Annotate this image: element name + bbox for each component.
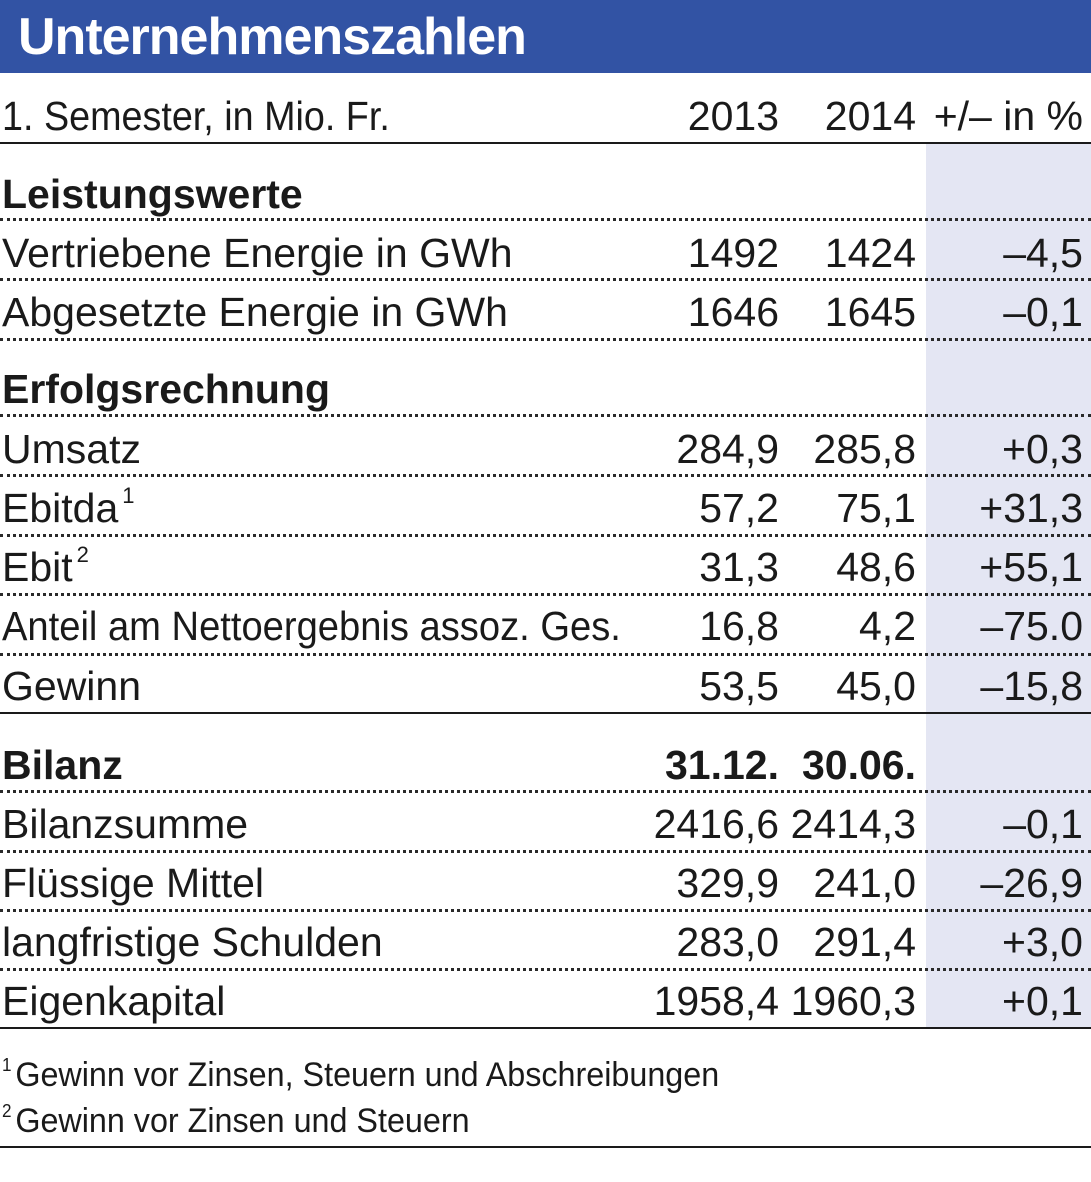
row-divider xyxy=(0,534,1091,537)
section-heading-leistungswerte: Leistungswerte xyxy=(2,171,303,217)
footer-rule xyxy=(0,1146,1091,1148)
row-value-2013: 53,5 xyxy=(699,663,779,709)
section-heading-row: Erfolgsrechnung xyxy=(0,362,1091,416)
section-rule xyxy=(0,712,1091,714)
percent-column-band xyxy=(926,143,1091,1028)
table-row: Umsatz 284,9 285,8 +0,3 xyxy=(0,422,1091,476)
footnote-1: 1 Gewinn vor Zinsen, Steuern und Abschrei… xyxy=(2,1053,719,1097)
row-label: Anteil am Nettoergebnis assoz. Ges. xyxy=(2,603,621,649)
row-value-pct: –4,5 xyxy=(1003,230,1083,276)
row-divider xyxy=(0,278,1091,281)
row-value-pct: –0,1 xyxy=(1003,801,1083,847)
row-value-2014: 285,8 xyxy=(813,426,916,472)
row-value-2013: 283,0 xyxy=(676,919,779,965)
row-divider xyxy=(0,593,1091,596)
table-row: Bilanzsumme 2416,6 2414,3 –0,1 xyxy=(0,797,1091,851)
row-value-pct: +0,3 xyxy=(1002,426,1083,472)
footnote-text: Gewinn vor Zinsen und Steuern xyxy=(15,1102,470,1140)
header-rule xyxy=(0,142,1091,144)
row-label: Vertriebene Energie in GWh xyxy=(2,230,513,276)
row-label: Umsatz xyxy=(2,426,141,472)
row-label: Ebit 2 xyxy=(2,540,89,594)
row-value-pct: +55,1 xyxy=(979,544,1083,590)
row-divider xyxy=(0,218,1091,221)
row-value-2013: 1492 xyxy=(687,230,779,276)
row-divider xyxy=(0,909,1091,912)
row-divider xyxy=(0,968,1091,971)
row-label: Gewinn xyxy=(2,663,142,709)
table-row: Anteil am Nettoergebnis assoz. Ges. 16,8… xyxy=(0,599,1091,653)
table-header-row: 1. Semester, in Mio. Fr. 2013 2014 +/– i… xyxy=(0,89,1091,143)
row-value-2014: 48,6 xyxy=(836,544,916,590)
footnote-mark: 1 xyxy=(2,1055,12,1075)
row-divider xyxy=(0,653,1091,656)
table-row: Ebitda 1 57,2 75,1 +31,3 xyxy=(0,481,1091,535)
row-value-pct: –75.0 xyxy=(980,603,1083,649)
row-value-2014: 45,0 xyxy=(836,663,916,709)
row-divider xyxy=(0,338,1091,341)
row-value-2013: 1646 xyxy=(687,289,779,335)
section-heading-row: Leistungswerte xyxy=(0,167,1091,221)
section-heading-erfolgsrechnung: Erfolgsrechnung xyxy=(2,366,331,412)
section-heading-bilanz: Bilanz xyxy=(2,742,123,788)
row-value-2014: 2414,3 xyxy=(790,801,916,847)
table-row: Flüssige Mittel 329,9 241,0 –26,9 xyxy=(0,856,1091,910)
row-value-2013: 329,9 xyxy=(676,860,779,906)
row-value-2013: 1958,4 xyxy=(653,978,779,1024)
row-divider xyxy=(0,414,1091,417)
row-value-pct: –0,1 xyxy=(1003,289,1083,335)
footnote-2: 2 Gewinn vor Zinsen und Steuern xyxy=(2,1099,470,1143)
row-value-pct: +31,3 xyxy=(979,485,1083,531)
header-pct: +/– in % xyxy=(933,93,1083,139)
row-label: Abgesetzte Energie in GWh xyxy=(2,289,508,335)
row-value-2014: 291,4 xyxy=(813,919,916,965)
row-value-2014: 4,2 xyxy=(859,603,916,649)
header-2013: 2013 xyxy=(687,93,779,139)
footnote-mark: 2 xyxy=(2,1101,12,1121)
row-label: langfristige Schulden xyxy=(2,919,383,965)
row-divider xyxy=(0,850,1091,853)
title-bar: Unternehmenszahlen xyxy=(0,0,1091,73)
table-row: Vertriebene Energie in GWh 1492 1424 –4,… xyxy=(0,226,1091,280)
row-value-2014: 1645 xyxy=(824,289,916,335)
table-row: langfristige Schulden 283,0 291,4 +3,0 xyxy=(0,915,1091,969)
table-row: Abgesetzte Energie in GWh 1646 1645 –0,1 xyxy=(0,285,1091,339)
row-label: Ebitda 1 xyxy=(2,481,135,535)
table-row: Ebit 2 31,3 48,6 +55,1 xyxy=(0,540,1091,594)
row-label-text: Ebit xyxy=(2,544,73,590)
row-value-2013: 284,9 xyxy=(676,426,779,472)
table-row: Eigenkapital 1958,4 1960,3 +0,1 xyxy=(0,974,1091,1028)
header-label: 1. Semester, in Mio. Fr. xyxy=(2,93,390,139)
table-row: Gewinn 53,5 45,0 –15,8 xyxy=(0,659,1091,713)
row-value-pct: –26,9 xyxy=(980,860,1083,906)
row-value-pct: –15,8 xyxy=(980,663,1083,709)
table-bottom-rule xyxy=(0,1027,1091,1029)
row-value-pct: +3,0 xyxy=(1002,919,1083,965)
row-value-2014: 1960,3 xyxy=(790,978,916,1024)
row-value-2014: 75,1 xyxy=(836,485,916,531)
row-value-2013: 31,3 xyxy=(699,544,779,590)
bilanz-date-2013: 31.12. xyxy=(665,742,779,788)
row-value-pct: +0,1 xyxy=(1002,978,1083,1024)
row-label: Eigenkapital xyxy=(2,978,226,1024)
row-value-2013: 16,8 xyxy=(699,603,779,649)
row-label: Flüssige Mittel xyxy=(2,860,265,906)
footnote-marker: 1 xyxy=(122,483,135,508)
footnote-text: Gewinn vor Zinsen, Steuern und Abschreib… xyxy=(15,1056,720,1094)
row-value-2014: 1424 xyxy=(824,230,916,276)
row-label: Bilanzsumme xyxy=(2,801,249,847)
header-2014: 2014 xyxy=(824,93,916,139)
row-value-2013: 2416,6 xyxy=(653,801,779,847)
row-label-text: Ebitda xyxy=(2,485,119,531)
bilanz-date-2014: 30.06. xyxy=(802,742,916,788)
row-divider xyxy=(0,474,1091,477)
row-divider xyxy=(0,790,1091,793)
section-heading-row: Bilanz 31.12. 30.06. xyxy=(0,738,1091,792)
row-value-2013: 57,2 xyxy=(699,485,779,531)
page-title: Unternehmenszahlen xyxy=(18,8,527,66)
footnote-marker: 2 xyxy=(76,542,89,567)
row-value-2014: 241,0 xyxy=(813,860,916,906)
